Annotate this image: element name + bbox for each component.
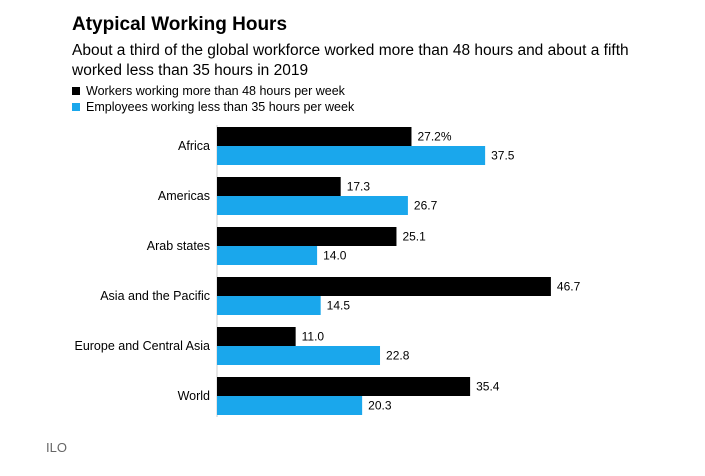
legend-swatch-under-35 [72, 103, 80, 111]
data-label-americas-series-1: 17.3 [347, 180, 371, 194]
bar-asia-and-the-pacific-series-2 [217, 296, 321, 315]
data-label-africa-series-1: 27.2% [417, 130, 451, 144]
chart-title: Atypical Working Hours [72, 14, 288, 35]
data-label-europe-and-central-asia-series-1: 11.0 [302, 330, 325, 344]
category-label-asia-and-the-pacific: Asia and the Pacific [100, 289, 210, 303]
data-label-arab-states-series-1: 25.1 [402, 230, 426, 244]
data-label-world-series-2: 20.3 [368, 399, 392, 413]
legend-label-under-35: Employees working less than 35 hours per… [86, 100, 355, 114]
bar-americas-series-2 [217, 196, 408, 215]
data-label-asia-and-the-pacific-series-1: 46.7 [557, 280, 581, 294]
bar-arab-states-series-1 [217, 227, 397, 246]
data-label-europe-and-central-asia-series-2: 22.8 [386, 349, 410, 363]
category-label-americas: Americas [158, 189, 210, 203]
category-label-africa: Africa [178, 139, 210, 153]
bar-americas-series-1 [217, 177, 341, 196]
category-label-europe-and-central-asia: Europe and Central Asia [74, 339, 210, 353]
data-label-arab-states-series-2: 14.0 [323, 249, 347, 263]
category-label-arab-states: Arab states [147, 239, 210, 253]
bar-europe-and-central-asia-series-2 [217, 346, 381, 365]
legend-item-over-48: Workers working more than 48 hours per w… [72, 83, 354, 99]
bar-world-series-1 [217, 377, 471, 396]
category-label-world: World [178, 389, 210, 403]
bar-arab-states-series-2 [217, 246, 318, 265]
data-label-world-series-1: 35.4 [476, 380, 500, 394]
source-note: ILO [46, 440, 67, 455]
legend: Workers working more than 48 hours per w… [72, 83, 354, 115]
bar-world-series-2 [217, 396, 363, 415]
data-label-asia-and-the-pacific-series-2: 14.5 [327, 299, 351, 313]
legend-swatch-over-48 [72, 87, 80, 95]
chart-subtitle: About a third of the global workforce wo… [72, 42, 629, 79]
legend-label-over-48: Workers working more than 48 hours per w… [86, 84, 345, 98]
data-label-africa-series-2: 37.5 [491, 149, 515, 163]
bar-europe-and-central-asia-series-1 [217, 327, 296, 346]
legend-item-under-35: Employees working less than 35 hours per… [72, 99, 354, 115]
bar-africa-series-1 [217, 127, 412, 146]
bar-asia-and-the-pacific-series-1 [217, 277, 551, 296]
data-label-americas-series-2: 26.7 [414, 199, 438, 213]
bar-africa-series-2 [217, 146, 486, 165]
